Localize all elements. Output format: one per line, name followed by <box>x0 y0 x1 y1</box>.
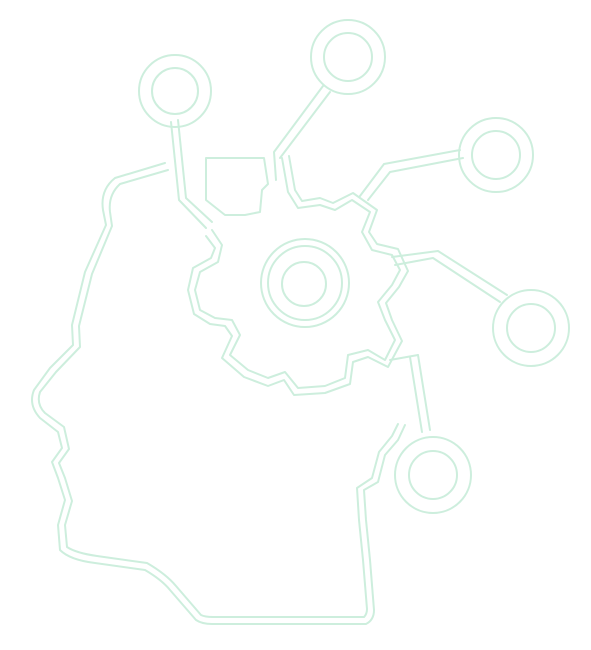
connector-right-middle <box>394 257 501 303</box>
connector-right-upper-inner <box>359 149 461 197</box>
network-node-icon <box>458 117 534 193</box>
gear-hub-inner <box>281 261 327 307</box>
connector-bottom-right <box>417 354 431 431</box>
network-node-icon <box>492 289 570 367</box>
gear-hub-middle <box>267 245 343 321</box>
brain-notch <box>205 157 269 216</box>
connector-right-middle-inner <box>391 250 508 296</box>
connector-top-left <box>177 119 213 223</box>
head-profile-icon <box>31 162 406 625</box>
network-node-icon <box>310 19 386 95</box>
network-node-icon <box>394 436 472 514</box>
gear-hub-outer <box>260 238 350 328</box>
connector-top <box>279 91 331 159</box>
illustration-strokes <box>31 19 570 625</box>
connector-top-inner <box>273 85 324 181</box>
connector-top-left-inner <box>170 121 207 229</box>
connector-bottom-right-inner <box>409 356 423 433</box>
connector-right-upper <box>367 157 464 201</box>
gear-icon <box>194 157 401 389</box>
connector-bottom-right-link <box>389 354 419 361</box>
gear-outline-inner <box>187 155 409 396</box>
head-profile-inner <box>37 169 399 618</box>
network-node-icon <box>138 54 212 128</box>
